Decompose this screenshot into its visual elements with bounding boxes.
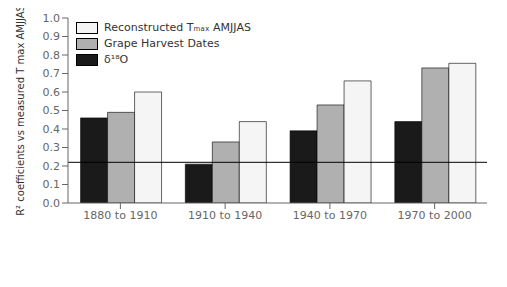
svg-text:0.4: 0.4 <box>43 123 61 136</box>
svg-text:1910 to 1940: 1910 to 1940 <box>188 209 262 222</box>
svg-text:0.2: 0.2 <box>43 160 61 173</box>
svg-text:1970 to 2000: 1970 to 2000 <box>398 209 472 222</box>
svg-text:1880 to 1910: 1880 to 1910 <box>83 209 157 222</box>
svg-text:0.6: 0.6 <box>43 86 61 99</box>
svg-text:R² coefficients vs measured T: R² coefficients vs measured T max AMJJAS <box>15 8 26 216</box>
svg-text:0.7: 0.7 <box>43 67 61 80</box>
html-text:Grape Harvest Dates: Grape Harvest Dates <box>104 37 220 50</box>
svg-text:0.8: 0.8 <box>43 49 61 62</box>
svg-text:0.1: 0.1 <box>43 178 61 191</box>
svg-text:0.3: 0.3 <box>43 141 61 154</box>
svg-text:0.0: 0.0 <box>43 197 61 210</box>
html-text:δ¹⁸O: δ¹⁸O <box>104 53 129 66</box>
svg-text:0.5: 0.5 <box>43 104 61 117</box>
svg-text:0.9: 0.9 <box>43 30 61 43</box>
svg-text:1940 to 1970: 1940 to 1970 <box>293 209 367 222</box>
html-text:Reconstructed Tₘₐₓ AMJJAS: Reconstructed Tₘₐₓ AMJJAS <box>104 21 251 34</box>
svg-text:1.0: 1.0 <box>43 12 61 25</box>
